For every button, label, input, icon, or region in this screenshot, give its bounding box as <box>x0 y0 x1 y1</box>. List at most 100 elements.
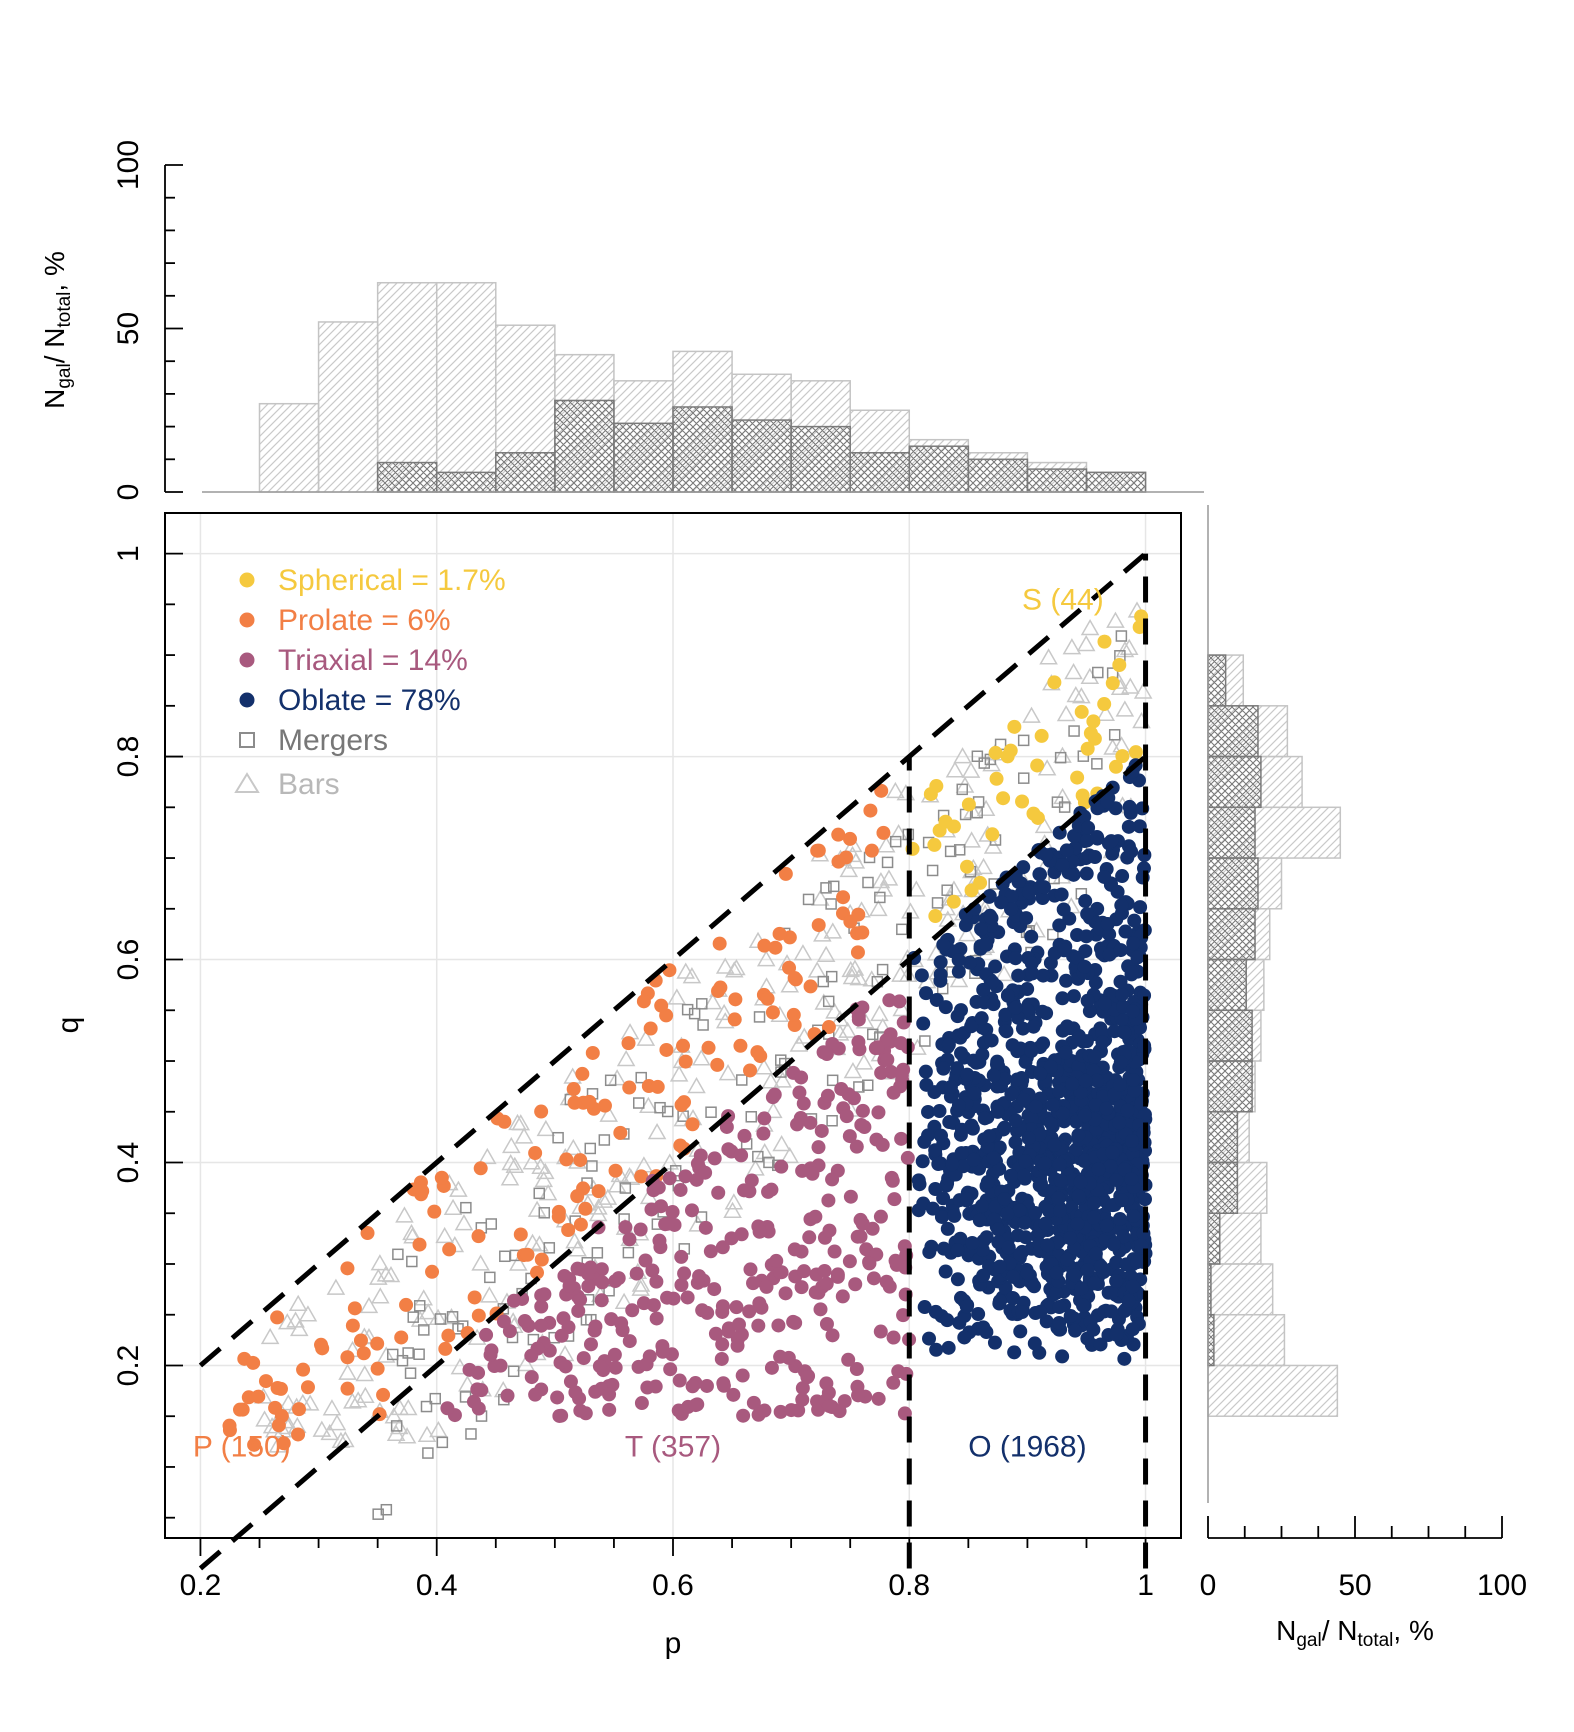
data-point-oblate <box>1137 1107 1152 1122</box>
data-point-triaxial <box>896 1308 911 1323</box>
data-point-oblate <box>1039 847 1054 862</box>
data-point-prolate <box>415 1184 430 1199</box>
data-point-merger <box>941 884 953 896</box>
data-point-bar <box>390 1418 409 1435</box>
data-point-prolate <box>811 843 826 858</box>
data-point-prolate <box>575 1066 590 1081</box>
data-point-triaxial <box>592 1359 607 1374</box>
data-point-oblate <box>1000 988 1015 1003</box>
data-point-bar <box>1103 738 1122 755</box>
data-point-oblate <box>1090 1073 1105 1088</box>
data-point-triaxial <box>764 1182 779 1197</box>
data-point-bar <box>501 1153 520 1171</box>
data-point-bar <box>435 1226 454 1244</box>
x-axis-label: p <box>665 1627 682 1660</box>
data-point-oblate <box>1104 834 1119 849</box>
data-point-oblate <box>1105 1145 1120 1160</box>
data-point-oblate <box>1125 1322 1140 1337</box>
data-point-merger <box>584 1142 597 1155</box>
data-point-triaxial <box>528 1387 543 1402</box>
data-point-prolate <box>591 1184 606 1199</box>
data-point-triaxial <box>871 1391 886 1406</box>
data-point-triaxial <box>698 1220 713 1235</box>
data-point-triaxial <box>827 1244 842 1259</box>
data-point-triaxial <box>790 1117 805 1132</box>
data-point-oblate <box>1105 1285 1120 1300</box>
data-point-prolate <box>561 1223 576 1238</box>
data-point-bar <box>962 831 981 848</box>
data-point-merger <box>591 1247 604 1259</box>
x-tick-label: 0.4 <box>416 1569 458 1602</box>
data-point-triaxial <box>737 1128 752 1143</box>
data-point-triaxial <box>638 1253 653 1268</box>
y-tick-label: 0.2 <box>112 1345 145 1387</box>
data-point-bar <box>724 1193 744 1210</box>
data-point-oblate <box>1104 1304 1119 1319</box>
data-point-prolate <box>315 1341 330 1356</box>
data-point-oblate <box>997 1071 1012 1086</box>
region-label: O (1968) <box>968 1431 1086 1464</box>
data-point-bar <box>1119 638 1139 655</box>
data-point-oblate <box>1094 1259 1109 1274</box>
data-point-oblate <box>1011 968 1026 983</box>
data-point-triaxial <box>496 1314 511 1329</box>
data-point-bar <box>669 1065 689 1082</box>
legend-marker <box>239 692 255 708</box>
data-point-bar <box>356 1386 375 1404</box>
data-point-triaxial <box>715 1337 730 1352</box>
data-point-prolate <box>340 1261 355 1276</box>
top-histogram-bar <box>908 445 970 493</box>
data-point-oblate <box>1097 996 1112 1011</box>
data-point-prolate <box>710 1057 725 1072</box>
data-point-prolate <box>821 1020 836 1035</box>
data-point-oblate <box>960 1067 975 1082</box>
data-point-oblate <box>962 955 977 970</box>
data-point-merger <box>406 1255 418 1268</box>
y-tick-label: 0.4 <box>112 1142 145 1184</box>
data-point-bar <box>676 962 696 979</box>
data-point-triaxial <box>886 1330 901 1345</box>
data-point-oblate <box>1027 1336 1042 1351</box>
data-point-oblate <box>936 1061 951 1076</box>
data-point-triaxial <box>843 1189 858 1204</box>
data-point-oblate <box>1086 1210 1101 1225</box>
data-point-bar <box>511 1114 531 1131</box>
data-point-merger <box>736 1074 748 1086</box>
data-point-merger <box>688 1007 701 1020</box>
data-point-oblate <box>1032 1127 1047 1142</box>
data-point-oblate <box>1121 819 1136 834</box>
data-point-oblate <box>1088 1097 1103 1112</box>
x-axis: 0.2 0.4 0.6 0.8 1 <box>180 1538 1154 1602</box>
data-point-triaxial <box>730 1338 745 1353</box>
data-point-bar <box>397 1427 417 1444</box>
data-point-oblate <box>1089 829 1104 844</box>
data-point-oblate <box>1026 1019 1041 1034</box>
data-point-bar <box>631 1275 651 1292</box>
data-point-oblate <box>1120 1103 1135 1118</box>
data-point-triaxial <box>534 1299 549 1314</box>
data-point-prolate <box>340 1381 355 1396</box>
data-point-triaxial <box>674 1249 689 1264</box>
data-point-triaxial <box>862 1256 877 1271</box>
data-point-spherical <box>960 859 975 874</box>
data-point-bar <box>727 959 746 976</box>
data-point-prolate <box>685 1117 700 1132</box>
data-point-merger <box>752 1150 764 1163</box>
data-point-merger <box>919 1035 931 1047</box>
data-point-bar <box>458 1375 477 1392</box>
data-point-oblate <box>916 1016 931 1031</box>
data-point-oblate <box>936 1191 951 1206</box>
data-point-prolate <box>831 854 846 869</box>
data-point-triaxial <box>611 1271 626 1286</box>
right-histogram-bar <box>1207 1313 1215 1367</box>
data-point-merger <box>1047 928 1059 941</box>
data-point-prolate <box>559 1152 574 1167</box>
data-point-bar <box>616 1049 636 1067</box>
data-point-triaxial <box>649 1311 664 1326</box>
data-point-triaxial <box>759 1279 774 1294</box>
data-point-oblate <box>928 1143 943 1158</box>
data-point-spherical <box>927 837 942 852</box>
data-point-oblate <box>965 1121 980 1136</box>
data-point-triaxial <box>678 1169 693 1184</box>
data-point-triaxial <box>819 1317 834 1332</box>
